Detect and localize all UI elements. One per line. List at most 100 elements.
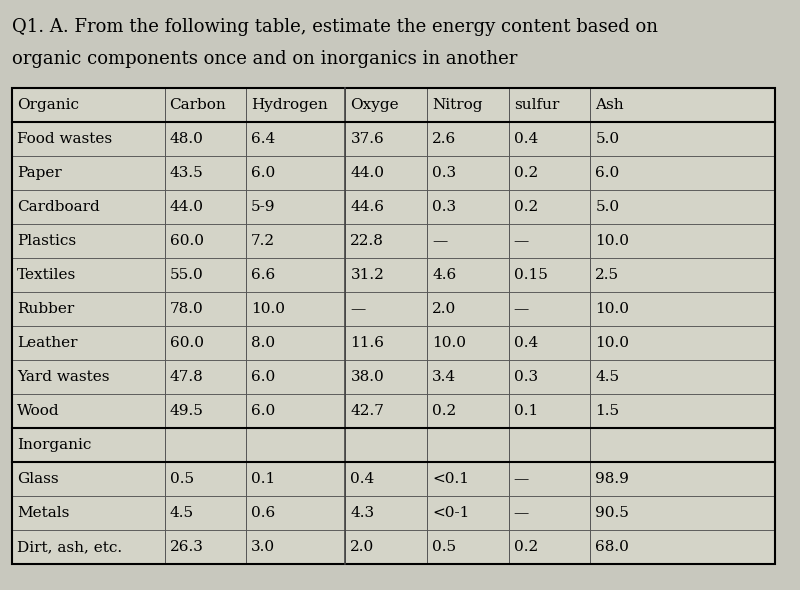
Bar — [165, 496, 246, 530]
Text: 2.6: 2.6 — [432, 132, 456, 146]
Bar — [427, 394, 509, 428]
Bar — [165, 88, 246, 122]
Bar — [509, 156, 590, 190]
Bar — [165, 462, 246, 496]
Bar — [12, 360, 165, 394]
Bar — [427, 326, 509, 360]
Text: 6.0: 6.0 — [251, 166, 275, 180]
Bar — [12, 88, 775, 564]
Bar — [509, 428, 590, 462]
Bar — [12, 394, 165, 428]
Bar — [165, 292, 246, 326]
Bar — [427, 462, 509, 496]
Text: 47.8: 47.8 — [170, 370, 203, 384]
Text: Textiles: Textiles — [17, 268, 76, 282]
Bar — [246, 496, 346, 530]
Bar — [346, 292, 427, 326]
Bar — [246, 360, 346, 394]
Text: 3.4: 3.4 — [432, 370, 456, 384]
Text: 0.4: 0.4 — [514, 132, 538, 146]
Bar — [346, 428, 427, 462]
Text: 42.7: 42.7 — [350, 404, 384, 418]
Text: Paper: Paper — [17, 166, 62, 180]
Bar — [12, 190, 165, 224]
Text: 37.6: 37.6 — [350, 132, 384, 146]
Text: —: — — [514, 302, 529, 316]
Bar — [509, 224, 590, 258]
Text: 49.5: 49.5 — [170, 404, 203, 418]
Text: 78.0: 78.0 — [170, 302, 203, 316]
Text: 6.0: 6.0 — [595, 166, 620, 180]
Text: 0.1: 0.1 — [514, 404, 538, 418]
Text: 0.1: 0.1 — [251, 472, 275, 486]
Bar — [427, 530, 509, 564]
Bar — [590, 292, 775, 326]
Bar — [590, 496, 775, 530]
Bar — [509, 326, 590, 360]
Text: Inorganic: Inorganic — [17, 438, 91, 452]
Bar — [427, 428, 509, 462]
Bar — [590, 156, 775, 190]
Bar — [590, 462, 775, 496]
Bar — [165, 224, 246, 258]
Text: 0.5: 0.5 — [432, 540, 456, 554]
Bar — [590, 224, 775, 258]
Bar — [346, 326, 427, 360]
Bar — [590, 88, 775, 122]
Text: 48.0: 48.0 — [170, 132, 203, 146]
Text: 38.0: 38.0 — [350, 370, 384, 384]
Text: Hydrogen: Hydrogen — [251, 98, 328, 112]
Text: 44.6: 44.6 — [350, 200, 385, 214]
Text: 6.6: 6.6 — [251, 268, 275, 282]
Bar — [246, 88, 346, 122]
Bar — [12, 428, 165, 462]
Bar — [165, 258, 246, 292]
Bar — [246, 428, 346, 462]
Bar — [346, 394, 427, 428]
Text: 2.5: 2.5 — [595, 268, 619, 282]
Text: Food wastes: Food wastes — [17, 132, 112, 146]
Text: 44.0: 44.0 — [170, 200, 203, 214]
Text: Yard wastes: Yard wastes — [17, 370, 110, 384]
Bar — [12, 292, 165, 326]
Text: 11.6: 11.6 — [350, 336, 385, 350]
Text: 98.9: 98.9 — [595, 472, 630, 486]
Text: 2.0: 2.0 — [350, 540, 374, 554]
Bar — [12, 326, 165, 360]
Text: <0.1: <0.1 — [432, 472, 469, 486]
Bar — [246, 224, 346, 258]
Text: Q1. A. From the following table, estimate the energy content based on: Q1. A. From the following table, estimat… — [12, 18, 658, 36]
Text: Glass: Glass — [17, 472, 58, 486]
Bar — [346, 530, 427, 564]
Text: 10.0: 10.0 — [595, 234, 630, 248]
Text: 4.6: 4.6 — [432, 268, 456, 282]
Bar — [165, 428, 246, 462]
Bar — [12, 530, 165, 564]
Bar — [346, 224, 427, 258]
Text: —: — — [514, 472, 529, 486]
Bar — [346, 122, 427, 156]
Bar — [427, 496, 509, 530]
Text: Organic: Organic — [17, 98, 79, 112]
Bar — [590, 190, 775, 224]
Text: —: — — [514, 234, 529, 248]
Bar — [590, 530, 775, 564]
Bar — [509, 360, 590, 394]
Text: —: — — [432, 234, 447, 248]
Text: 0.15: 0.15 — [514, 268, 547, 282]
Bar — [590, 428, 775, 462]
Text: Dirt, ash, etc.: Dirt, ash, etc. — [17, 540, 122, 554]
Bar — [509, 88, 590, 122]
Bar — [509, 292, 590, 326]
Bar — [509, 258, 590, 292]
Text: 2.0: 2.0 — [432, 302, 456, 316]
Bar — [246, 530, 346, 564]
Text: 6.0: 6.0 — [251, 404, 275, 418]
Text: 10.0: 10.0 — [251, 302, 286, 316]
Text: 0.5: 0.5 — [170, 472, 194, 486]
Text: 1.5: 1.5 — [595, 404, 619, 418]
Bar — [165, 122, 246, 156]
Bar — [165, 360, 246, 394]
Bar — [346, 88, 427, 122]
Text: 4.3: 4.3 — [350, 506, 374, 520]
